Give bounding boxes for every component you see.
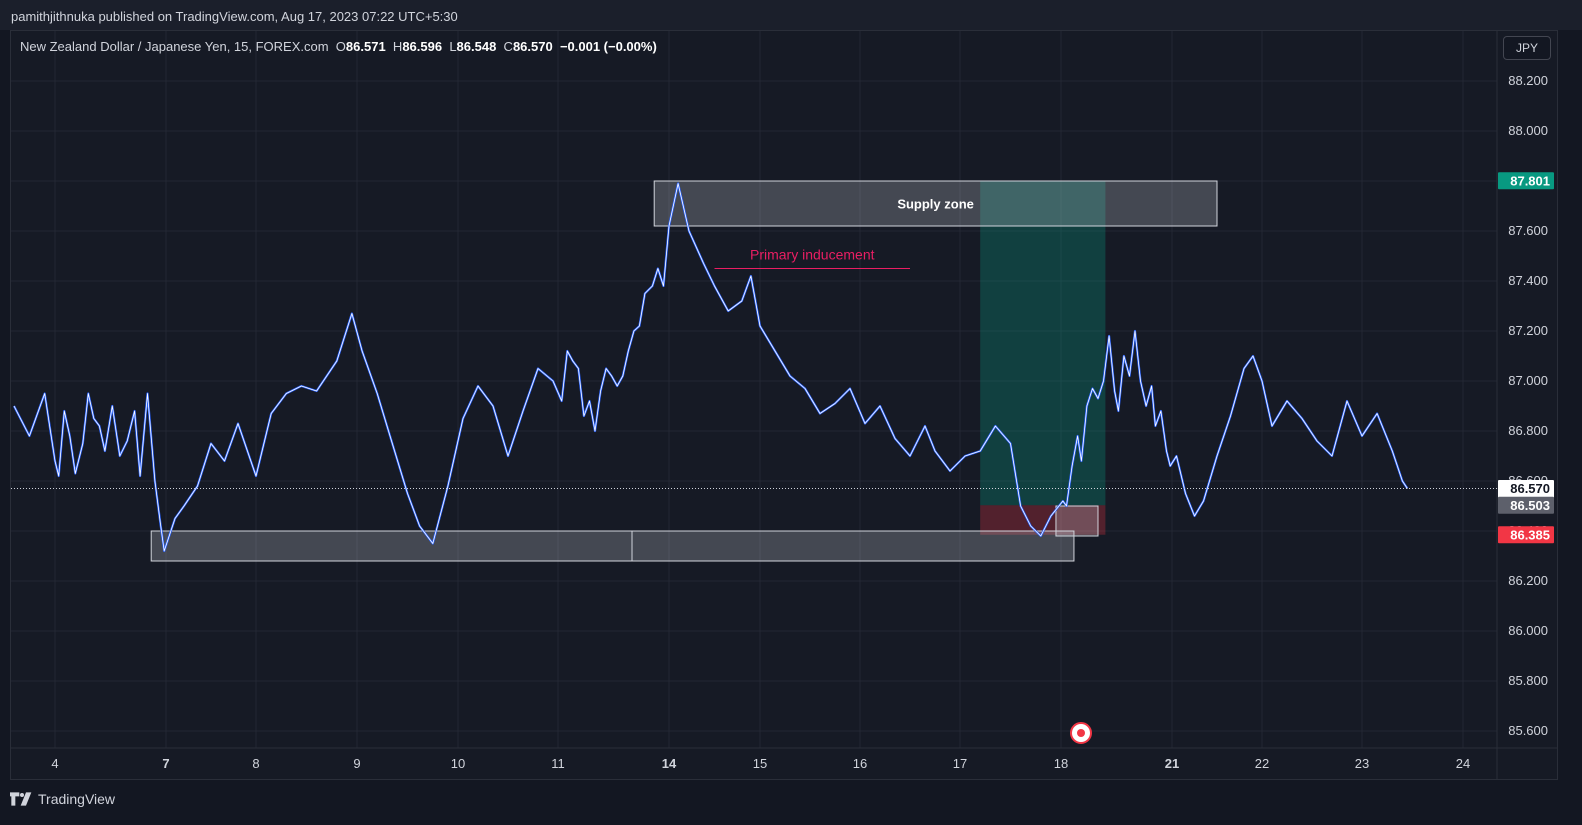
supply-zone[interactable]	[653, 180, 1218, 227]
change-value: −0.001 (−0.00%)	[559, 39, 657, 54]
tradingview-logo-icon	[10, 792, 32, 806]
x-tick-label: 8	[252, 756, 259, 771]
supply-zone-label: Supply zone	[897, 197, 974, 212]
time-axis[interactable]: 4 7 8 9 10 11 14 15 16 17 18 21 22 23 24	[51, 756, 1470, 771]
entry-price-label-bg	[1498, 496, 1554, 514]
ohlc-legend: New Zealand Dollar / Japanese Yen, 15, F…	[20, 39, 657, 54]
price-series-line	[13, 182, 1409, 553]
x-tick-label: 23	[1355, 756, 1369, 771]
y-tick-label: 88.200	[1508, 73, 1548, 88]
y-tick-label: 87.000	[1508, 373, 1548, 388]
demand-zone[interactable]	[150, 530, 633, 562]
x-tick-label: 21	[1165, 756, 1179, 771]
target-price-label-bg	[1498, 172, 1554, 190]
grid-lines	[11, 31, 1557, 779]
chart-frame[interactable]	[10, 30, 1558, 780]
high-label: H	[392, 39, 403, 54]
y-tick-label: 85.600	[1508, 723, 1548, 738]
y-tick-label: 87.200	[1508, 323, 1548, 338]
open-value: 86.571	[345, 39, 386, 54]
x-tick-label: 22	[1255, 756, 1269, 771]
tradingview-brand: TradingView	[38, 791, 116, 807]
take-profit-area	[980, 180, 1106, 506]
demand-zone[interactable]	[1055, 505, 1099, 537]
record-marker-dot-icon	[1077, 729, 1085, 737]
zone-layer: Supply zone	[150, 180, 1218, 562]
x-tick-label: 9	[353, 756, 360, 771]
close-value: 86.570	[512, 39, 553, 54]
symbol-description: New Zealand Dollar / Japanese Yen, 15, F…	[20, 39, 329, 54]
x-tick-label: 11	[551, 756, 565, 771]
low-label: L	[449, 39, 457, 54]
close-label: C	[503, 39, 513, 54]
y-tick-label: 88.000	[1508, 123, 1548, 138]
footer	[0, 781, 1582, 825]
stop-price-label-bg	[1498, 526, 1554, 544]
y-tick-label: 86.800	[1508, 423, 1548, 438]
inducement-label: Primary inducement	[750, 247, 875, 263]
price-series-layer	[13, 182, 1409, 553]
stop-price-label: 86.385	[1510, 527, 1550, 542]
target-price-label: 87.801	[1510, 173, 1550, 188]
y-tick-label: 86.000	[1508, 623, 1548, 638]
x-tick-label: 15	[753, 756, 767, 771]
price-axis[interactable]: 88.20088.00087.80087.60087.40087.20087.0…	[1498, 73, 1554, 738]
demand-zone[interactable]	[631, 530, 1075, 562]
x-tick-label: 10	[451, 756, 465, 771]
open-label: O	[335, 39, 346, 54]
price-series-highlight	[13, 183, 1408, 552]
y-tick-label: 86.200	[1508, 573, 1548, 588]
y-tick-label: 87.400	[1508, 273, 1548, 288]
low-value: 86.548	[456, 39, 497, 54]
x-tick-label: 4	[51, 756, 58, 771]
x-tick-label: 17	[953, 756, 967, 771]
x-tick-label: 7	[162, 756, 169, 771]
currency-button[interactable]: JPY	[1503, 36, 1551, 60]
tradingview-logo[interactable]: TradingView	[10, 791, 115, 807]
x-tick-label: 16	[853, 756, 867, 771]
high-value: 86.596	[402, 39, 443, 54]
publisher-bar: pamithjithnuka published on TradingView.…	[0, 0, 1582, 30]
x-tick-label: 24	[1456, 756, 1470, 771]
y-tick-label: 85.800	[1508, 673, 1548, 688]
publisher-text: pamithjithnuka published on TradingView.…	[11, 9, 458, 24]
entry-price-label: 86.503	[1510, 498, 1550, 513]
y-tick-label: 87.600	[1508, 223, 1548, 238]
overlay-layer: Primary inducement	[11, 247, 1497, 744]
x-tick-label: 18	[1054, 756, 1068, 771]
current-price-label: 86.570	[1510, 481, 1550, 496]
x-tick-label: 14	[662, 756, 677, 771]
